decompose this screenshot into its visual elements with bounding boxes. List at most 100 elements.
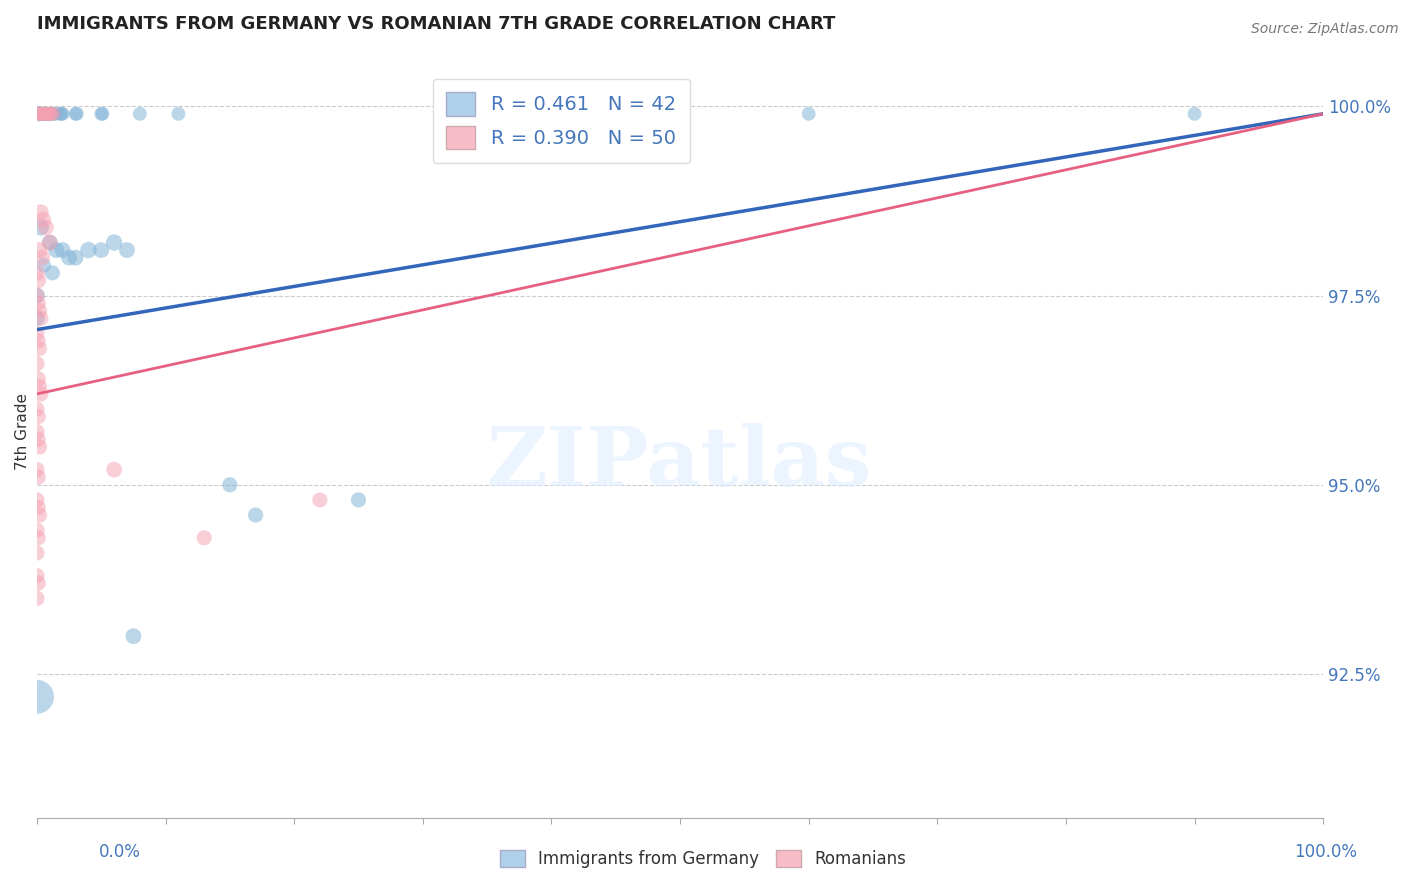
Point xyxy=(103,235,125,250)
Point xyxy=(58,251,80,265)
Y-axis label: 7th Grade: 7th Grade xyxy=(15,393,30,470)
Point xyxy=(32,212,55,227)
Point xyxy=(27,470,49,484)
Point xyxy=(30,205,52,219)
Point xyxy=(42,107,65,121)
Text: ZIPatlas: ZIPatlas xyxy=(488,423,873,503)
Point xyxy=(49,107,72,121)
Point xyxy=(128,107,150,121)
Point xyxy=(35,220,58,235)
Point xyxy=(51,107,73,121)
Text: 0.0%: 0.0% xyxy=(98,843,141,861)
Point xyxy=(27,531,49,545)
Point xyxy=(35,107,58,121)
Point xyxy=(38,107,60,121)
Point xyxy=(28,107,51,121)
Point xyxy=(27,576,49,591)
Point xyxy=(25,326,48,341)
Point xyxy=(41,266,63,280)
Point xyxy=(25,266,48,280)
Point xyxy=(27,273,49,287)
Point xyxy=(39,107,62,121)
Point xyxy=(245,508,267,522)
Point xyxy=(77,243,100,257)
Point xyxy=(25,425,48,439)
Point xyxy=(193,531,215,545)
Point xyxy=(38,235,60,250)
Point xyxy=(27,433,49,447)
Point xyxy=(27,107,49,121)
Point xyxy=(103,463,125,477)
Point xyxy=(1184,107,1206,121)
Point xyxy=(34,107,56,121)
Point xyxy=(28,440,51,454)
Point xyxy=(91,107,114,121)
Point xyxy=(28,303,51,318)
Point xyxy=(38,107,60,121)
Point xyxy=(52,107,75,121)
Point xyxy=(27,500,49,515)
Point xyxy=(25,568,48,582)
Point xyxy=(25,311,48,326)
Point xyxy=(122,629,145,643)
Point xyxy=(35,107,58,121)
Point xyxy=(30,311,52,326)
Point xyxy=(30,387,52,401)
Point xyxy=(167,107,190,121)
Point xyxy=(37,107,59,121)
Point xyxy=(347,492,370,507)
Point xyxy=(90,243,112,257)
Point xyxy=(32,258,55,272)
Point xyxy=(32,107,55,121)
Point xyxy=(25,357,48,371)
Point xyxy=(65,107,87,121)
Point xyxy=(28,243,51,257)
Point xyxy=(25,288,48,302)
Point xyxy=(25,591,48,606)
Point xyxy=(28,379,51,393)
Point xyxy=(27,334,49,348)
Point xyxy=(25,402,48,417)
Point xyxy=(27,107,49,121)
Text: IMMIGRANTS FROM GERMANY VS ROMANIAN 7TH GRADE CORRELATION CHART: IMMIGRANTS FROM GERMANY VS ROMANIAN 7TH … xyxy=(37,15,835,33)
Point xyxy=(25,546,48,560)
Point xyxy=(25,288,48,302)
Point xyxy=(31,251,53,265)
Point xyxy=(25,690,48,704)
Point xyxy=(34,107,56,121)
Point xyxy=(38,107,60,121)
Point xyxy=(90,107,112,121)
Point xyxy=(39,107,62,121)
Point xyxy=(28,342,51,356)
Point xyxy=(218,477,240,491)
Point xyxy=(28,508,51,522)
Point xyxy=(38,235,60,250)
Point xyxy=(32,107,55,121)
Point xyxy=(797,107,820,121)
Point xyxy=(31,107,53,121)
Text: 100.0%: 100.0% xyxy=(1294,843,1357,861)
Point xyxy=(25,463,48,477)
Point xyxy=(27,296,49,310)
Point xyxy=(30,107,52,121)
Point xyxy=(37,107,59,121)
Point xyxy=(52,243,75,257)
Text: Source: ZipAtlas.com: Source: ZipAtlas.com xyxy=(1251,22,1399,37)
Point xyxy=(30,220,52,235)
Point xyxy=(66,107,89,121)
Point xyxy=(309,492,332,507)
Point xyxy=(65,251,87,265)
Point xyxy=(44,107,66,121)
Point xyxy=(45,243,67,257)
Point xyxy=(25,492,48,507)
Point xyxy=(30,107,52,121)
Point xyxy=(27,409,49,424)
Legend: Immigrants from Germany, Romanians: Immigrants from Germany, Romanians xyxy=(494,843,912,875)
Point xyxy=(31,107,53,121)
Point xyxy=(115,243,138,257)
Legend: R = 0.461   N = 42, R = 0.390   N = 50: R = 0.461 N = 42, R = 0.390 N = 50 xyxy=(433,78,689,163)
Point xyxy=(25,523,48,537)
Point xyxy=(27,372,49,386)
Point xyxy=(38,107,60,121)
Point xyxy=(42,107,65,121)
